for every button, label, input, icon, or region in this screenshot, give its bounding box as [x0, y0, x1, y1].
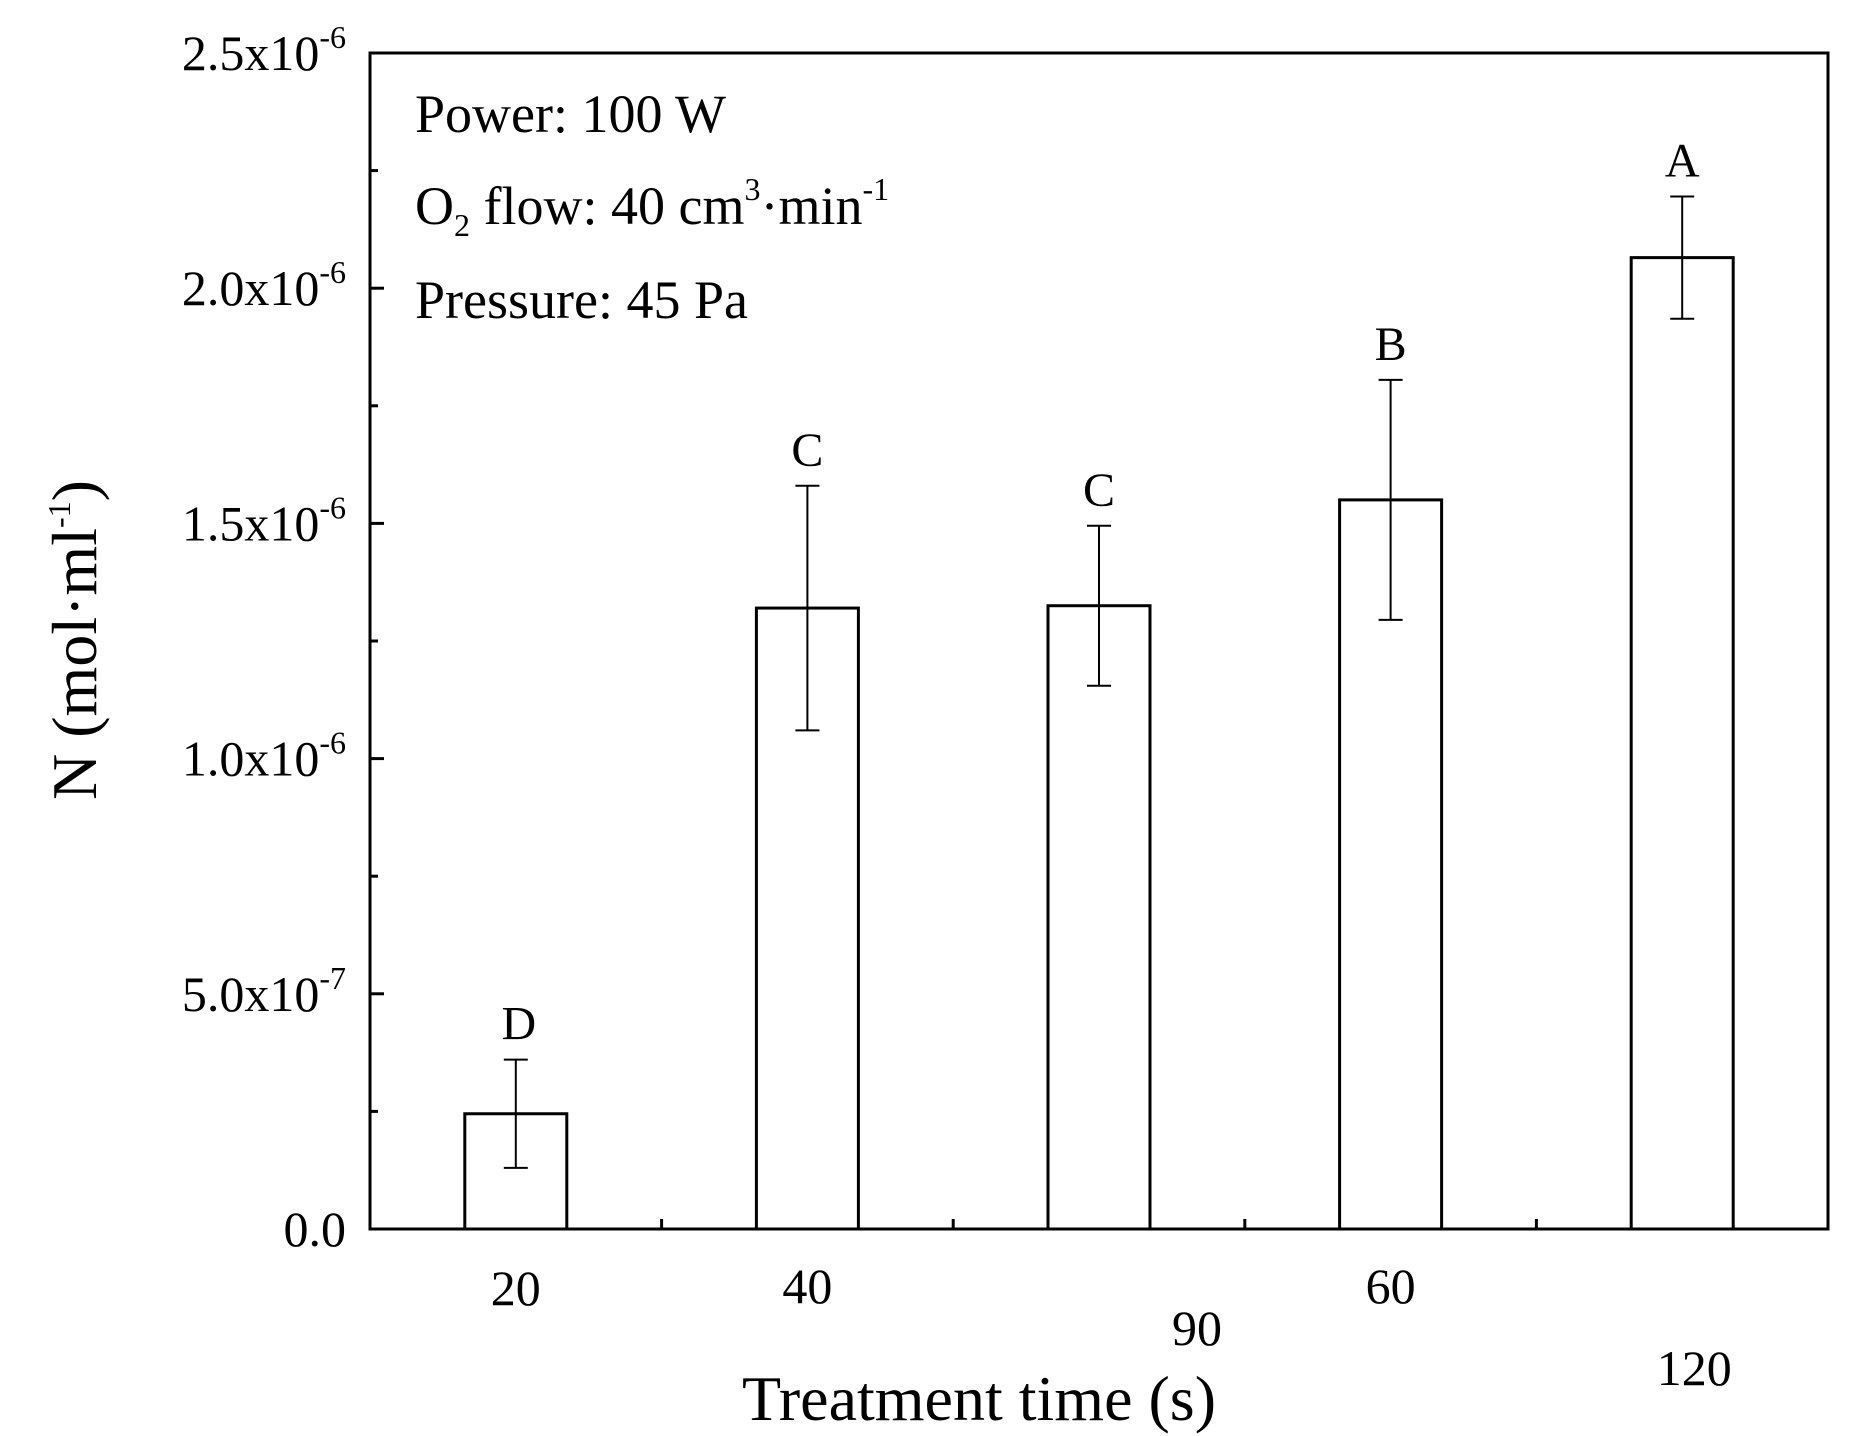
- y-tick-label: 0.0: [284, 1201, 347, 1257]
- significance-letter: C: [1083, 464, 1115, 517]
- annotation-pressure: Pressure: 45 Pa: [415, 270, 748, 330]
- y-tick-label: 1.0x10-6: [182, 725, 346, 787]
- y-axis-title: N (mol·ml-1): [39, 480, 110, 800]
- significance-letter: C: [791, 424, 823, 477]
- x-tick-label: 40: [782, 1258, 832, 1314]
- bars: D C C B A: [463, 134, 1735, 1231]
- annotation-o2-flow: O2 flow: 40 cm3·min-1: [415, 171, 889, 243]
- y-tick-label: 2.0x10-6: [182, 254, 346, 316]
- bar: [1629, 256, 1735, 1231]
- significance-letter: A: [1665, 134, 1700, 187]
- y-tick-label: 1.5x10-6: [182, 489, 346, 551]
- bar: [1046, 604, 1152, 1231]
- x-tick-label: 20: [491, 1260, 541, 1316]
- significance-letter: D: [501, 998, 536, 1051]
- y-tick-label: 2.5x10-6: [182, 19, 346, 81]
- x-tick-label: 60: [1366, 1258, 1416, 1314]
- y-tick-label: 5.0x10-7: [182, 960, 346, 1022]
- annotation-power: Power: 100 W: [415, 84, 726, 144]
- y-axis-ticks: 0.0 5.0x10-7 1.0x10-6 1.5x10-6 2.0x10-6 2.5x1…: [182, 19, 384, 1257]
- x-tick-label: 120: [1657, 1340, 1732, 1396]
- significance-letter: B: [1375, 318, 1407, 371]
- x-axis-title: Treatment time (s): [742, 1363, 1216, 1434]
- x-tick-label: 90: [1172, 1300, 1222, 1356]
